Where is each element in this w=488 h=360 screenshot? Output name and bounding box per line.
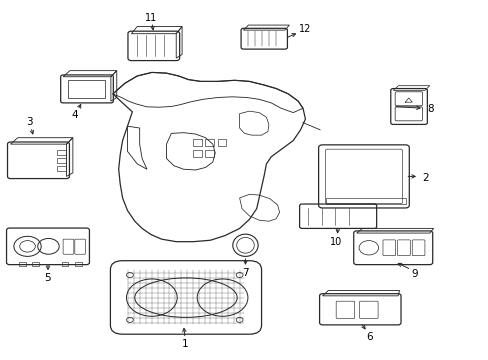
Bar	[68, 80, 104, 98]
Bar	[32, 262, 39, 266]
Bar	[326, 198, 406, 204]
Text: 6: 6	[366, 332, 372, 342]
Text: 5: 5	[44, 273, 51, 283]
Text: 8: 8	[427, 104, 433, 114]
Text: 3: 3	[26, 117, 33, 127]
Text: 9: 9	[410, 269, 417, 279]
Bar	[61, 262, 68, 266]
Text: 1: 1	[182, 339, 188, 349]
Bar	[19, 262, 26, 266]
Bar	[75, 262, 81, 266]
Text: 7: 7	[242, 267, 248, 278]
Bar	[57, 166, 65, 171]
Bar	[205, 150, 214, 157]
Bar	[57, 158, 65, 163]
Text: 12: 12	[299, 24, 311, 35]
Bar	[193, 139, 202, 146]
Text: 11: 11	[144, 13, 157, 23]
Text: 10: 10	[329, 237, 342, 247]
Text: 4: 4	[71, 110, 78, 120]
Bar	[193, 150, 202, 157]
Text: 2: 2	[422, 173, 428, 183]
Bar	[205, 139, 214, 146]
Bar	[57, 150, 65, 155]
Bar	[217, 139, 226, 146]
